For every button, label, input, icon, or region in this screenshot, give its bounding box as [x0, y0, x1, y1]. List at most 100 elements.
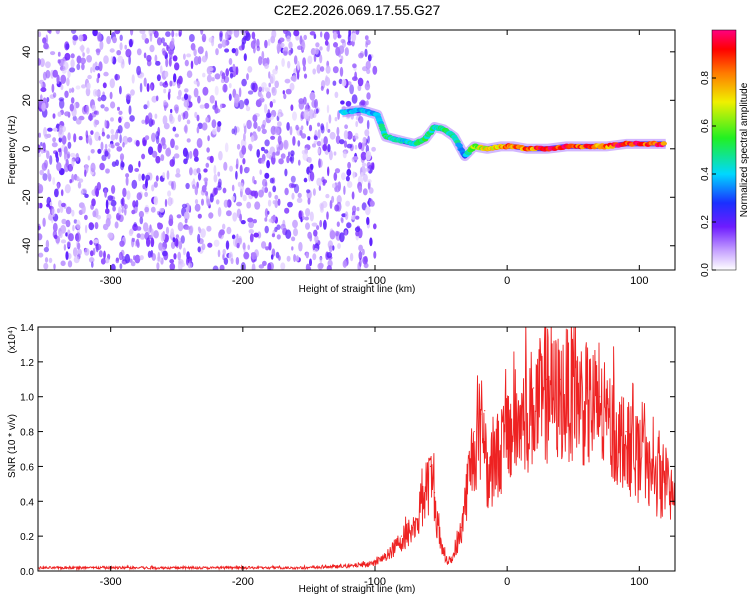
- noise-blob: [258, 97, 265, 103]
- noise-blob: [319, 256, 323, 264]
- noise-blob: [183, 125, 188, 133]
- noise-blob: [325, 121, 329, 132]
- noise-blob: [173, 153, 180, 159]
- noise-blob: [84, 248, 90, 256]
- noise-blob: [97, 73, 101, 79]
- noise-blob: [290, 104, 294, 111]
- noise-blob: [264, 39, 268, 49]
- snr-y-tick-label: 1.4: [20, 323, 34, 334]
- noise-blob: [340, 217, 344, 222]
- snr-point: [348, 565, 350, 567]
- noise-blob: [269, 101, 273, 108]
- noise-blob: [307, 136, 311, 141]
- noise-blob: [97, 97, 102, 102]
- noise-blob: [272, 214, 276, 222]
- noise-blob: [327, 144, 331, 153]
- snr-x-tick-label: 100: [630, 576, 648, 588]
- colorbar-tick-label: 0.4: [700, 167, 711, 181]
- noise-blob: [352, 205, 357, 214]
- noise-blob: [217, 207, 222, 217]
- noise-blob: [264, 225, 269, 234]
- noise-blob: [328, 150, 333, 161]
- noise-blob: [169, 116, 175, 124]
- noise-blob: [196, 138, 203, 148]
- noise-blob: [316, 64, 321, 74]
- noise-blob: [327, 166, 330, 177]
- noise-blob: [213, 173, 218, 183]
- noise-blob: [215, 199, 220, 205]
- noise-blob: [136, 233, 141, 239]
- noise-blob: [136, 48, 142, 56]
- noise-blob: [226, 30, 232, 38]
- noise-blob: [335, 185, 340, 193]
- noise-blob: [138, 173, 142, 182]
- noise-blob: [243, 32, 247, 37]
- noise-blob: [271, 86, 277, 96]
- noise-blob: [67, 151, 71, 159]
- noise-blob: [87, 155, 91, 161]
- noise-blob: [233, 30, 240, 38]
- noise-blob: [186, 251, 190, 260]
- noise-blob: [311, 222, 318, 227]
- noise-blob: [268, 71, 271, 79]
- noise-blob: [302, 96, 307, 105]
- noise-blob: [38, 252, 44, 258]
- noise-blob: [72, 34, 78, 41]
- noise-blob: [63, 244, 67, 251]
- noise-blob: [70, 53, 75, 59]
- noise-blob: [371, 146, 376, 152]
- noise-blob: [56, 162, 62, 172]
- noise-blob: [110, 199, 117, 207]
- noise-blob: [242, 242, 246, 250]
- noise-blob: [91, 198, 96, 207]
- noise-blob: [186, 138, 191, 143]
- noise-blob: [362, 173, 368, 183]
- snr-y-tick-label: 0.6: [20, 462, 34, 473]
- noise-blob: [293, 254, 297, 262]
- noise-blob: [212, 265, 219, 270]
- noise-blob: [177, 251, 181, 261]
- noise-blob: [278, 113, 281, 118]
- spectrogram-x-ticks: -300 -200 -100 0 100: [100, 30, 648, 287]
- snr-x-tick-label: -100: [364, 576, 386, 588]
- snr-point: [559, 378, 561, 380]
- noise-blob: [320, 31, 323, 38]
- noise-blob: [347, 161, 351, 169]
- noise-blob: [272, 151, 276, 158]
- noise-blob: [288, 49, 292, 56]
- noise-blob: [338, 78, 343, 85]
- noise-blob: [52, 222, 58, 233]
- snr-point: [651, 465, 654, 467]
- noise-blob: [65, 206, 72, 215]
- noise-blob: [268, 82, 272, 88]
- noise-blob: [339, 66, 344, 77]
- noise-blob: [314, 135, 318, 141]
- snr-point: [427, 474, 429, 476]
- noise-blob: [96, 181, 101, 191]
- noise-blob: [335, 230, 339, 237]
- noise-blob: [224, 142, 229, 153]
- noise-blob: [251, 31, 256, 40]
- noise-blob: [355, 215, 360, 220]
- noise-blob: [243, 251, 250, 260]
- noise-blob: [178, 75, 183, 85]
- noise-blob: [336, 126, 340, 136]
- noise-blob: [194, 186, 198, 196]
- noise-blob: [334, 168, 341, 174]
- noise-blob: [172, 126, 177, 132]
- noise-blob: [206, 225, 212, 232]
- spectrogram-x-label: Height of straight line (km): [299, 284, 416, 295]
- noise-blob: [111, 161, 117, 168]
- noise-blob: [272, 99, 276, 104]
- colorbar-label: Normalized spectral amplitude: [739, 82, 750, 217]
- noise-blob: [287, 201, 293, 208]
- noise-blob: [119, 134, 122, 144]
- noise-blob: [46, 97, 50, 103]
- noise-blob: [182, 247, 186, 256]
- noise-blob: [196, 126, 200, 134]
- spectrogram-y-tick-label: 20: [21, 94, 33, 106]
- noise-blob: [162, 250, 168, 257]
- noise-blob: [186, 70, 193, 78]
- noise-blob: [60, 84, 64, 91]
